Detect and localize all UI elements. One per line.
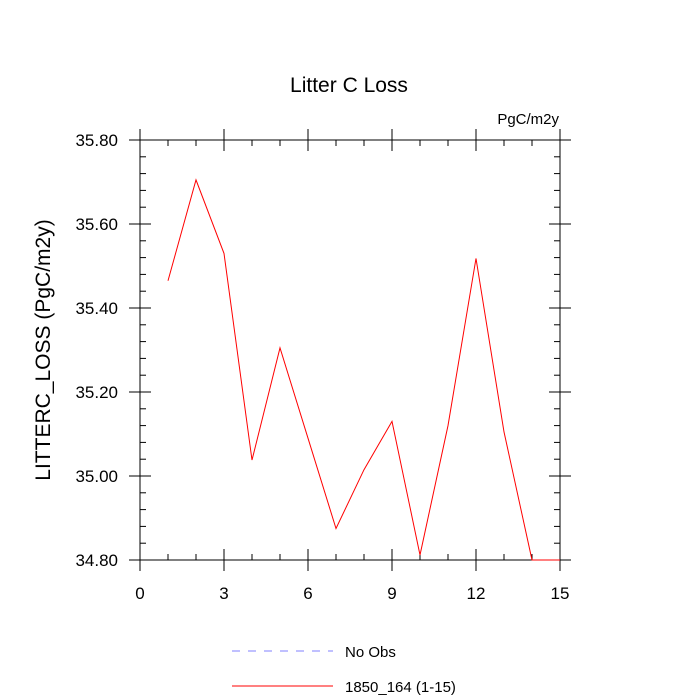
x-tick-label: 6 xyxy=(303,584,312,603)
legend: No Obs 1850_164 (1-15) xyxy=(232,644,456,696)
major-ticks xyxy=(129,129,571,571)
y-tick-label: 35.20 xyxy=(75,383,118,402)
y-tick-label: 35.80 xyxy=(75,131,118,150)
series-layer xyxy=(167,178,560,561)
y-tick-label: 35.00 xyxy=(75,467,118,486)
y-tick-label: 35.40 xyxy=(75,299,118,318)
series-line xyxy=(167,178,560,561)
y-tick-labels: 34.80 35.00 35.20 35.40 35.60 35.80 xyxy=(75,131,118,570)
x-tick-labels: 0 3 6 9 12 15 xyxy=(135,584,569,603)
x-tick-label: 9 xyxy=(387,584,396,603)
plot-frame xyxy=(139,139,561,561)
minor-ticks xyxy=(139,139,561,561)
units-label: PgC/m2y xyxy=(497,111,559,128)
legend-label: 1850_164 (1-15) xyxy=(345,679,456,696)
x-tick-label: 15 xyxy=(551,584,570,603)
x-tick-label: 12 xyxy=(467,584,486,603)
legend-label: No Obs xyxy=(345,644,396,661)
x-tick-label: 3 xyxy=(219,584,228,603)
x-tick-label: 0 xyxy=(135,584,144,603)
chart-title: Litter C Loss xyxy=(290,74,408,97)
y-axis-label: LITTERC_LOSS (PgC/m2y) xyxy=(32,219,55,480)
y-tick-label: 35.60 xyxy=(75,215,118,234)
y-tick-label: 34.80 xyxy=(75,551,118,570)
